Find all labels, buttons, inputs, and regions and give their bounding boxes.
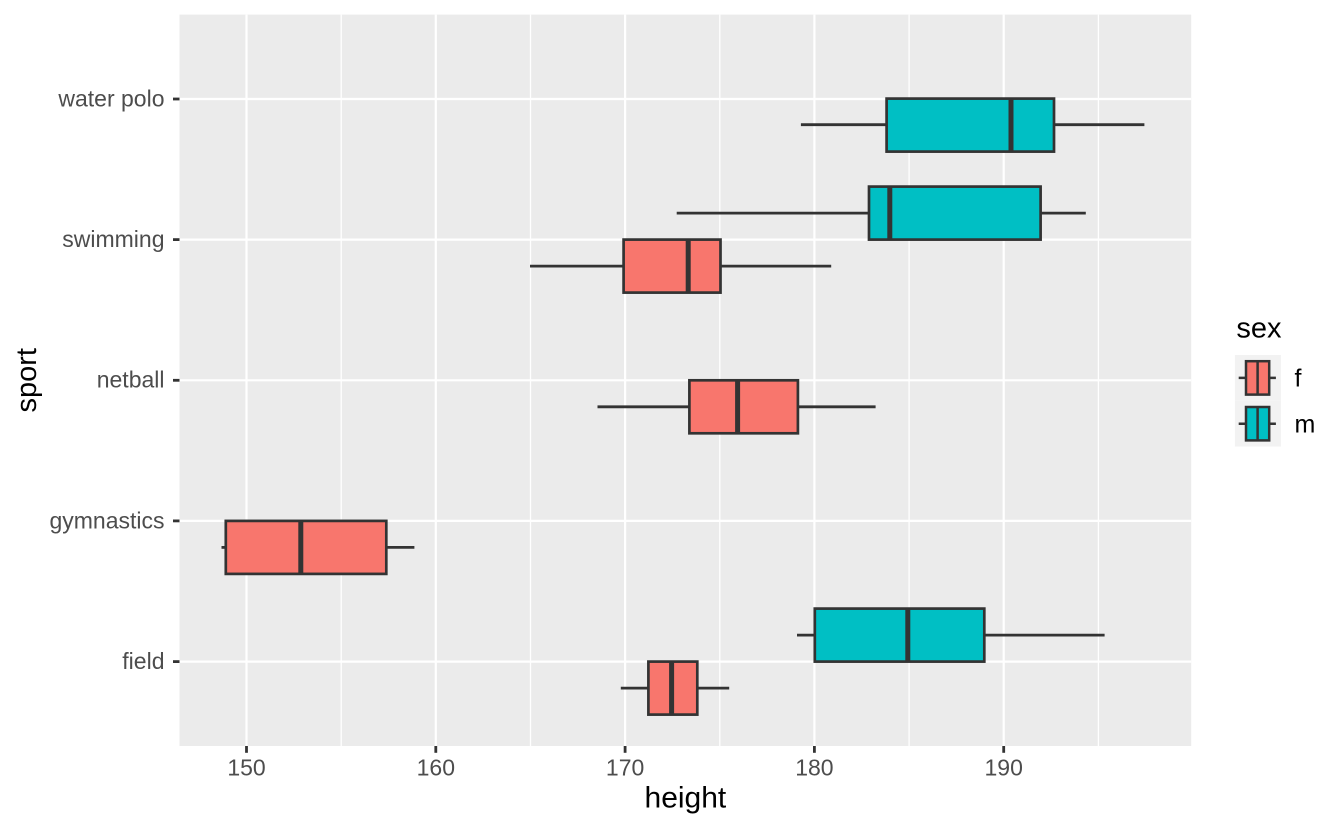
svg-text:water polo: water polo (57, 85, 164, 111)
svg-text:swimming: swimming (62, 226, 164, 252)
svg-text:sex: sex (1236, 313, 1282, 345)
svg-text:160: 160 (417, 755, 455, 781)
svg-text:netball: netball (97, 367, 165, 393)
svg-text:180: 180 (795, 755, 833, 781)
svg-text:150: 150 (227, 755, 265, 781)
svg-text:height: height (645, 782, 727, 815)
svg-text:gymnastics: gymnastics (49, 507, 164, 533)
svg-text:f: f (1295, 365, 1302, 393)
svg-text:190: 190 (985, 755, 1023, 781)
svg-text:m: m (1295, 410, 1316, 438)
svg-text:sport: sport (11, 348, 43, 412)
svg-text:field: field (122, 648, 164, 674)
svg-text:170: 170 (606, 755, 644, 781)
